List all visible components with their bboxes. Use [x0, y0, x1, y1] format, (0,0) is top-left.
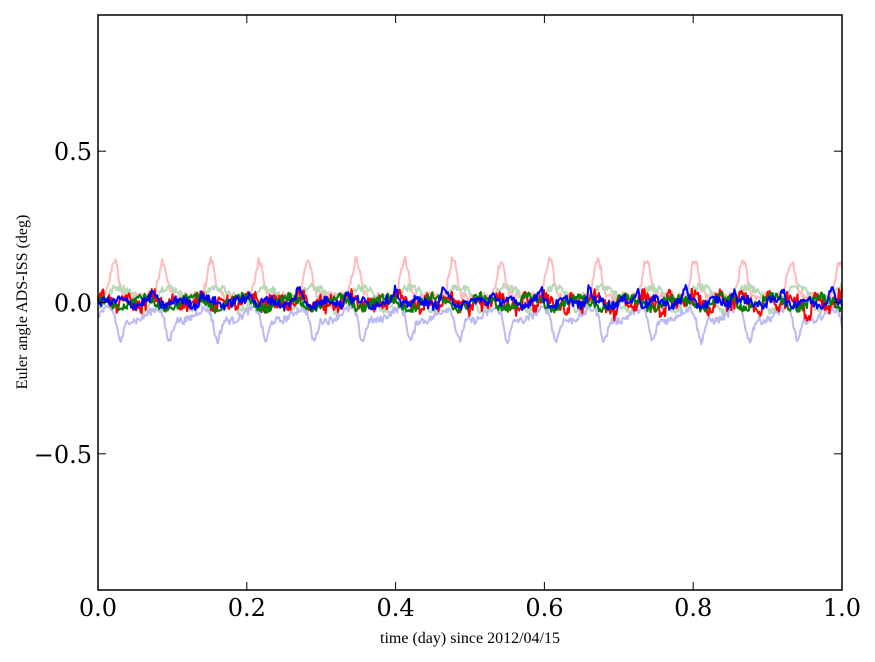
y-tick-label-0: −0.5 [34, 441, 92, 469]
x-axis-label: time (day) since 2012/04/15 [380, 630, 560, 647]
x-tick-label-5: 1.0 [823, 594, 861, 622]
x-tick-label-3: 0.6 [525, 594, 563, 622]
y-tick-label-2: 0.5 [54, 138, 92, 166]
series-line-yaw [97, 284, 843, 312]
x-tick-label-0: 0.0 [79, 594, 117, 622]
ticks-layer: 0.0 0.2 0.4 0.6 0.8 1.0 −0.5 0.0 0.5 [34, 15, 861, 622]
y-axis-label: Euler angle ADS-ISS (deg) [14, 215, 31, 390]
series-line-yaw-faint- [97, 303, 843, 345]
x-tick-label-1: 0.2 [228, 594, 266, 622]
series-line-pitch-faint- [97, 282, 843, 316]
plot-frame [97, 14, 843, 591]
y-tick-label-1: 0.0 [54, 290, 92, 318]
series-layer [97, 255, 843, 345]
x-tick-label-2: 0.4 [377, 594, 415, 622]
x-tick-label-4: 0.8 [674, 594, 712, 622]
